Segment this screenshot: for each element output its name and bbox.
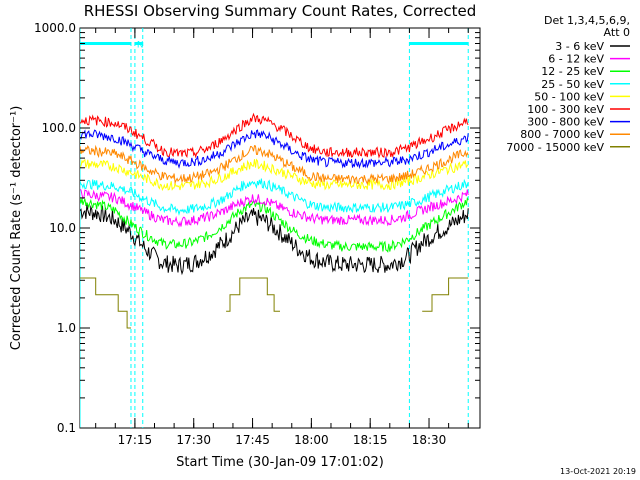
- legend-entry-label: 25 - 50 keV: [541, 78, 604, 91]
- x-tick-label: 17:45: [235, 433, 270, 447]
- series-line: [80, 144, 469, 186]
- x-tick-label: 18:30: [412, 433, 447, 447]
- x-axis: 17:15 17:30 17:45 18:00 18:15 18:30: [95, 28, 469, 447]
- timestamp: 13-Oct-2021 20:19: [560, 467, 636, 476]
- y-axis-label: Corrected Count Rate (s⁻¹ detector⁻¹): [9, 106, 24, 351]
- legend-entry-label: 7000 - 15000 keV: [506, 141, 604, 154]
- legend-entry-label: 3 - 6 keV: [555, 40, 604, 53]
- legend-entry-label: 50 - 100 keV: [534, 90, 604, 103]
- legend-entry-label: 12 - 25 keV: [541, 65, 604, 78]
- y-tick-label: 100.0: [42, 121, 76, 135]
- legend-header: Att 0: [604, 26, 630, 39]
- x-tick-label: 18:15: [353, 433, 388, 447]
- series-line: [80, 277, 469, 329]
- legend-header: Det 1,3,4,5,6,9,: [544, 14, 630, 27]
- y-axis: 1000.0 100.0 10.0 1.0 0.1: [34, 21, 480, 435]
- y-tick-label: 0.1: [57, 421, 76, 435]
- series-line: [80, 178, 469, 216]
- series-line: [80, 158, 469, 192]
- x-axis-label: Start Time (30-Jan-09 17:01:02): [176, 455, 384, 470]
- series-line: [80, 196, 469, 253]
- series-layer: [80, 112, 469, 329]
- series-line: [80, 129, 469, 170]
- y-tick-label: 1.0: [57, 321, 76, 335]
- x-tick-label: 17:15: [118, 433, 153, 447]
- y-tick-label: 10.0: [49, 221, 76, 235]
- observing-bar-label: N: [137, 40, 144, 50]
- legend-entry-label: 6 - 12 keV: [548, 53, 604, 66]
- x-tick-label: 18:00: [294, 433, 329, 447]
- series-line: [80, 188, 469, 228]
- legend-entry-label: 100 - 300 keV: [527, 103, 604, 116]
- series-line: [80, 204, 469, 276]
- series-line: [80, 112, 469, 159]
- chart-title: RHESSI Observing Summary Count Rates, Co…: [84, 2, 477, 20]
- x-tick-label: 17:30: [176, 433, 211, 447]
- y-tick-label: 1000.0: [34, 21, 76, 35]
- legend-entry-label: 300 - 800 keV: [527, 116, 604, 129]
- legend-entry-label: 800 - 7000 keV: [520, 128, 604, 141]
